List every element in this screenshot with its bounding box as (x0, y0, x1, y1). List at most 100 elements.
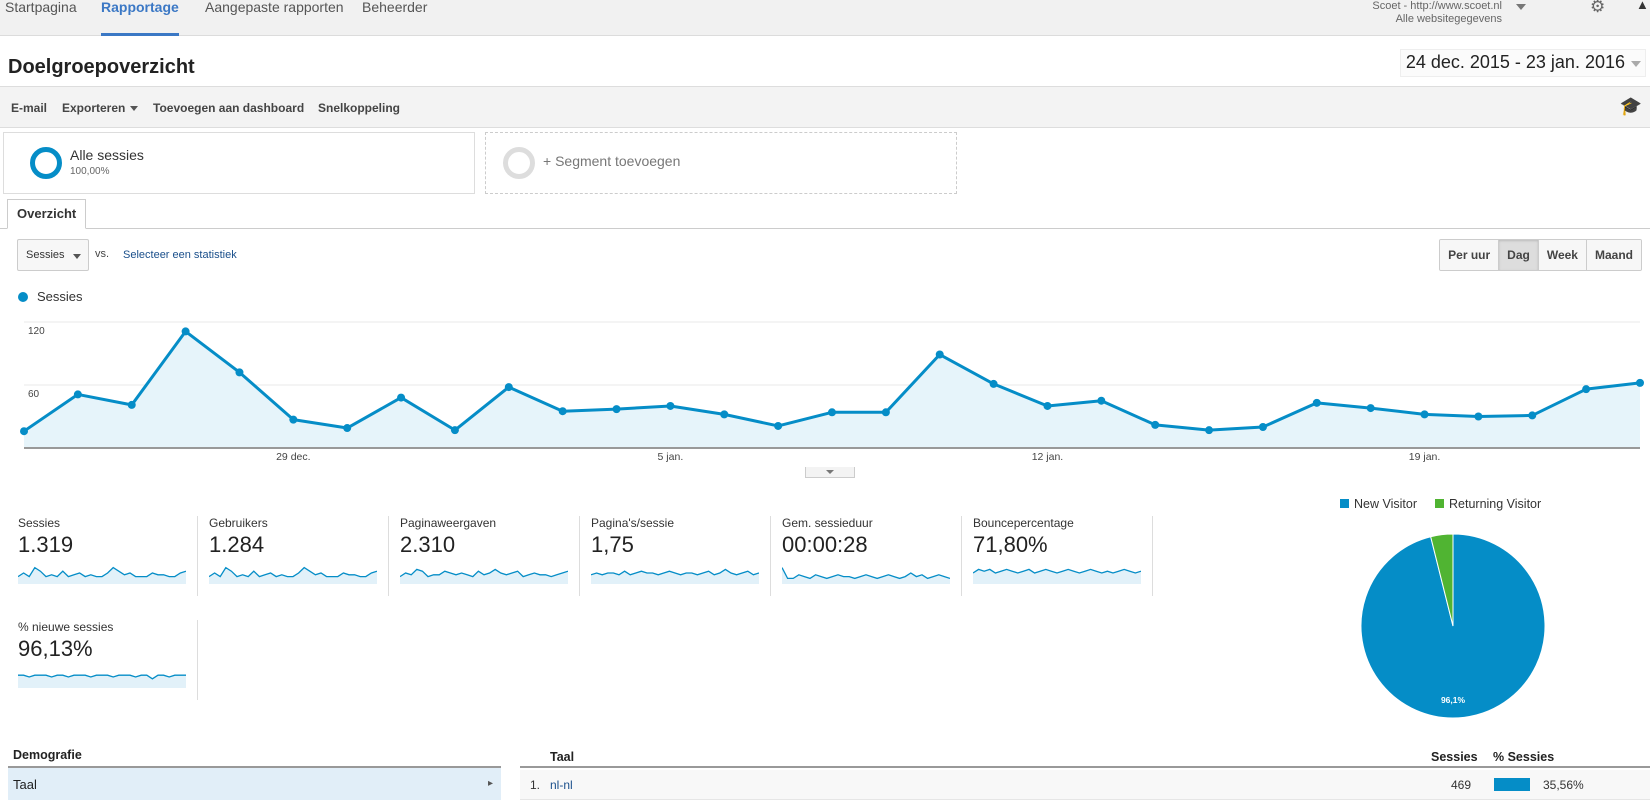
add-segment-button[interactable]: + Segment toevoegen (485, 132, 957, 194)
chart-legend-label: Sessies (37, 289, 83, 304)
scorecard[interactable]: Pagina's/sessie 1,75 (591, 516, 771, 596)
chevron-down-icon[interactable] (1516, 4, 1526, 10)
data-point (73, 390, 82, 399)
row-number: 1. (530, 778, 541, 792)
pie-slice-label: 96,1% (1441, 695, 1466, 705)
pie-legend-returning-label: Returning Visitor (1449, 497, 1542, 511)
scorecard[interactable]: Gem. sessieduur 00:00:28 (782, 516, 962, 596)
scorecard[interactable]: % nieuwe sessies 96,13% (18, 620, 198, 700)
data-point (397, 393, 406, 402)
data-point (127, 400, 136, 409)
chevron-down-icon (73, 254, 81, 259)
sparkline (973, 568, 1141, 584)
scorecard-label: Sessies (18, 516, 61, 530)
scorecard[interactable]: Bouncepercentage 71,80% (973, 516, 1153, 596)
scorecard-value: 1.284 (209, 532, 265, 557)
y-tick-label: 120 (28, 326, 45, 337)
scorecard[interactable]: Sessies 1.319 (18, 516, 198, 596)
collapse-chart-button[interactable] (805, 467, 855, 478)
data-point (1205, 426, 1214, 435)
scorecard[interactable]: Paginaweergaven 2.310 (400, 516, 580, 596)
period-dag-button[interactable]: Dag (1498, 240, 1538, 270)
data-point (1636, 378, 1644, 387)
gear-icon[interactable]: ⚙ (1590, 0, 1606, 16)
vs-label: vs. (95, 248, 110, 260)
tab-beheerder[interactable]: Beheerder (362, 0, 428, 15)
scorecard-value: 1,75 (591, 532, 634, 557)
scorecard-label: Pagina's/sessie (591, 516, 675, 530)
add-segment-label: + Segment toevoegen (543, 153, 681, 169)
chevron-right-icon: ▸ (487, 778, 493, 789)
scorecard-value: 2.310 (400, 532, 456, 557)
account-selector[interactable]: Scoet - http://www.scoet.nl Alle website… (1372, 0, 1502, 26)
pie-slice-returning-visitor[interactable] (1430, 533, 1454, 627)
metric-select-value: Sessies (26, 249, 65, 261)
pie-legend-returning[interactable]: Returning Visitor (1435, 497, 1541, 511)
percentage-bar (1494, 778, 1530, 791)
data-point (1582, 385, 1591, 394)
tab-aangepaste-rapporten[interactable]: Aangepaste rapporten (205, 0, 344, 15)
data-point (181, 327, 190, 336)
period-week-button[interactable]: Week (1537, 240, 1586, 270)
x-tick-label: 5 jan. (658, 451, 684, 463)
tab-startpagina[interactable]: Startpagina (5, 0, 77, 15)
shortcut-button[interactable]: Snelkoppeling (318, 101, 401, 115)
export-button[interactable]: Exporteren (62, 101, 139, 115)
data-point (720, 410, 729, 419)
date-range-label: 24 dec. 2015 - 23 jan. 2016 (1405, 52, 1625, 72)
data-point (1097, 396, 1106, 405)
legend-dot-icon (18, 292, 28, 302)
data-point (828, 408, 836, 417)
scorecard[interactable]: Gebruikers 1.284 (209, 516, 389, 596)
email-button[interactable]: E-mail (11, 101, 48, 115)
segment-ring-icon (30, 147, 62, 179)
x-tick-label: 29 dec. (276, 451, 310, 463)
account-view: Alle websitegegevens (1395, 13, 1502, 25)
sparkline (18, 566, 186, 584)
scorecard-label: % nieuwe sessies (18, 620, 114, 634)
tab-overzicht[interactable]: Overzicht (7, 199, 87, 229)
scorecard-label: Paginaweergaven (400, 516, 497, 530)
pie-legend-new-label: New Visitor (1354, 497, 1417, 511)
sparkline (782, 567, 950, 584)
metric-select[interactable]: Sessies (17, 239, 89, 271)
data-point (504, 383, 513, 392)
scorecard-value: 71,80% (973, 532, 1048, 557)
data-point (881, 408, 890, 417)
notification-icon[interactable]: ▲ (1636, 0, 1649, 12)
demographics-item-taal[interactable]: Taal ▸ (8, 768, 501, 800)
data-point (1528, 411, 1537, 420)
sparkline (400, 568, 568, 584)
legend-swatch (1435, 499, 1444, 508)
pie-legend-new[interactable]: New Visitor (1340, 497, 1417, 511)
segment-all-sessions[interactable]: Alle sessies 100,00% (3, 132, 475, 194)
language-link[interactable]: nl-nl (550, 778, 573, 792)
segment-name: Alle sessies (70, 147, 144, 163)
data-point (1474, 412, 1483, 421)
demographics-header: Demografie (8, 748, 501, 768)
data-point (774, 421, 783, 430)
chevron-down-icon (130, 106, 139, 112)
sparkline (18, 674, 186, 688)
col-taal: Taal (550, 750, 575, 764)
tab-rapportage[interactable]: Rapportage (101, 0, 179, 36)
period-maand-button[interactable]: Maand (1585, 240, 1641, 270)
scorecard-value: 1.319 (18, 532, 74, 557)
col-sessies[interactable]: Sessies (1431, 750, 1478, 764)
period-toggle: Per uur Dag Week Maand (1439, 239, 1642, 271)
data-point (935, 350, 944, 359)
data-point (289, 415, 298, 424)
add-dashboard-button[interactable]: Toevoegen aan dashboard (153, 101, 305, 115)
period-per-uur-button[interactable]: Per uur (1440, 240, 1499, 270)
data-point (666, 401, 675, 410)
row-percentage: 35,56% (1543, 778, 1584, 792)
graduation-cap-icon[interactable]: 🎓 (1619, 96, 1642, 116)
col-pct-sessies[interactable]: % Sessies (1493, 750, 1555, 764)
date-range-picker[interactable]: 24 dec. 2015 - 23 jan. 2016 (1399, 49, 1646, 77)
chevron-down-icon (826, 470, 834, 474)
select-statistic-link[interactable]: Selecteer een statistiek (123, 249, 237, 261)
data-point (1366, 404, 1375, 413)
data-point (1420, 410, 1429, 419)
x-tick-label: 12 jan. (1032, 451, 1064, 463)
empty-segment-ring-icon (503, 147, 535, 179)
